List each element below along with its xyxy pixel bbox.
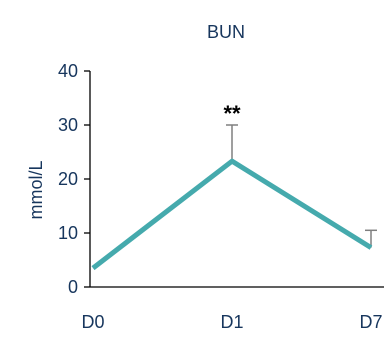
y-tick-label: 20 <box>58 169 78 189</box>
series-line <box>91 158 373 271</box>
x-tick-label: D1 <box>220 312 243 332</box>
y-axis-label: mmol/L <box>26 160 46 219</box>
x-tick-label: D7 <box>359 312 382 332</box>
x-tick-label: D0 <box>81 312 104 332</box>
plot-area: 0 10 20 30 40 D0 D1 D7 ** <box>58 61 384 332</box>
y-tick-label: 0 <box>68 277 78 297</box>
y-tick-label: 10 <box>58 223 78 243</box>
chart-title: BUN <box>207 22 245 42</box>
y-tick-label: 30 <box>58 115 78 135</box>
significance-annotation: ** <box>223 101 241 126</box>
y-tick-label: 40 <box>58 61 78 81</box>
